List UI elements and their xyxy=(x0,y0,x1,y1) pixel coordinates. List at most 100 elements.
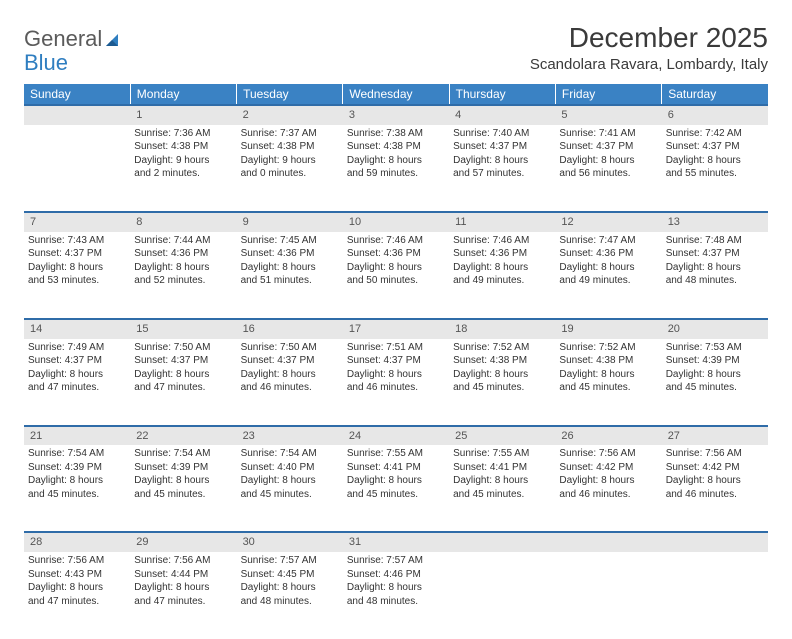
day-number: 15 xyxy=(130,319,236,339)
day-number-row: 123456 xyxy=(24,105,768,125)
day-cell: Sunrise: 7:56 AMSunset: 4:43 PMDaylight:… xyxy=(24,552,130,639)
sunrise-text: Sunrise: 7:47 AM xyxy=(559,234,657,248)
weekday-header: Saturday xyxy=(662,84,768,105)
day-cell: Sunrise: 7:53 AMSunset: 4:39 PMDaylight:… xyxy=(662,339,768,426)
day-cell: Sunrise: 7:43 AMSunset: 4:37 PMDaylight:… xyxy=(24,232,130,319)
day-number: 14 xyxy=(24,319,130,339)
day2-text: and 52 minutes. xyxy=(134,274,232,288)
day-number-row: 21222324252627 xyxy=(24,426,768,446)
day1-text: Daylight: 8 hours xyxy=(28,581,126,595)
day2-text: and 46 minutes. xyxy=(241,381,339,395)
day1-text: Daylight: 8 hours xyxy=(559,154,657,168)
day1-text: Daylight: 8 hours xyxy=(134,368,232,382)
sunset-text: Sunset: 4:45 PM xyxy=(241,568,339,582)
day1-text: Daylight: 8 hours xyxy=(241,368,339,382)
day2-text: and 45 minutes. xyxy=(666,381,764,395)
sunrise-text: Sunrise: 7:54 AM xyxy=(28,447,126,461)
sunrise-text: Sunrise: 7:57 AM xyxy=(347,554,445,568)
day2-text: and 45 minutes. xyxy=(28,488,126,502)
sunrise-text: Sunrise: 7:40 AM xyxy=(453,127,551,141)
sunrise-text: Sunrise: 7:43 AM xyxy=(28,234,126,248)
sunrise-text: Sunrise: 7:53 AM xyxy=(666,341,764,355)
sunrise-text: Sunrise: 7:37 AM xyxy=(241,127,339,141)
title-block: December 2025 Scandolara Ravara, Lombard… xyxy=(530,22,768,73)
day-cell: Sunrise: 7:44 AMSunset: 4:36 PMDaylight:… xyxy=(130,232,236,319)
day-cell: Sunrise: 7:57 AMSunset: 4:45 PMDaylight:… xyxy=(237,552,343,639)
day-number: 19 xyxy=(555,319,661,339)
day-cell: Sunrise: 7:42 AMSunset: 4:37 PMDaylight:… xyxy=(662,125,768,212)
day-number: 4 xyxy=(449,105,555,125)
day-number-row: 14151617181920 xyxy=(24,319,768,339)
sunset-text: Sunset: 4:39 PM xyxy=(666,354,764,368)
day-number: 2 xyxy=(237,105,343,125)
day-cell xyxy=(449,552,555,639)
day-number: 26 xyxy=(555,426,661,446)
sunset-text: Sunset: 4:36 PM xyxy=(453,247,551,261)
day-number: 31 xyxy=(343,532,449,552)
day1-text: Daylight: 8 hours xyxy=(453,261,551,275)
sunset-text: Sunset: 4:38 PM xyxy=(134,140,232,154)
day-number: 8 xyxy=(130,212,236,232)
day-number xyxy=(449,532,555,552)
day2-text: and 2 minutes. xyxy=(134,167,232,181)
day-cell: Sunrise: 7:46 AMSunset: 4:36 PMDaylight:… xyxy=(449,232,555,319)
sunset-text: Sunset: 4:41 PM xyxy=(453,461,551,475)
day-number-row: 28293031 xyxy=(24,532,768,552)
day1-text: Daylight: 8 hours xyxy=(666,261,764,275)
day1-text: Daylight: 8 hours xyxy=(347,368,445,382)
day-number: 7 xyxy=(24,212,130,232)
day-number: 17 xyxy=(343,319,449,339)
day-cell: Sunrise: 7:57 AMSunset: 4:46 PMDaylight:… xyxy=(343,552,449,639)
sunrise-text: Sunrise: 7:48 AM xyxy=(666,234,764,248)
calendar-table: Sunday Monday Tuesday Wednesday Thursday… xyxy=(24,84,768,639)
day1-text: Daylight: 8 hours xyxy=(347,261,445,275)
day-cell: Sunrise: 7:55 AMSunset: 4:41 PMDaylight:… xyxy=(449,445,555,532)
day-cell xyxy=(24,125,130,212)
day-number: 1 xyxy=(130,105,236,125)
day-number: 27 xyxy=(662,426,768,446)
day1-text: Daylight: 8 hours xyxy=(241,581,339,595)
day1-text: Daylight: 8 hours xyxy=(28,368,126,382)
location-label: Scandolara Ravara, Lombardy, Italy xyxy=(530,56,768,73)
sunset-text: Sunset: 4:38 PM xyxy=(241,140,339,154)
day2-text: and 45 minutes. xyxy=(241,488,339,502)
day-cell: Sunrise: 7:45 AMSunset: 4:36 PMDaylight:… xyxy=(237,232,343,319)
day1-text: Daylight: 8 hours xyxy=(666,474,764,488)
day-number: 22 xyxy=(130,426,236,446)
day-number-row: 78910111213 xyxy=(24,212,768,232)
sunset-text: Sunset: 4:42 PM xyxy=(559,461,657,475)
page-title: December 2025 xyxy=(530,22,768,54)
sunset-text: Sunset: 4:37 PM xyxy=(453,140,551,154)
day-number: 18 xyxy=(449,319,555,339)
logo-text: General Blue xyxy=(24,28,124,74)
day2-text: and 51 minutes. xyxy=(241,274,339,288)
sunrise-text: Sunrise: 7:52 AM xyxy=(559,341,657,355)
day-number: 30 xyxy=(237,532,343,552)
day-cell xyxy=(662,552,768,639)
sunset-text: Sunset: 4:37 PM xyxy=(241,354,339,368)
day2-text: and 46 minutes. xyxy=(559,488,657,502)
sunset-text: Sunset: 4:37 PM xyxy=(559,140,657,154)
sunrise-text: Sunrise: 7:46 AM xyxy=(347,234,445,248)
logo-word-1: General xyxy=(24,26,102,51)
day-cell: Sunrise: 7:46 AMSunset: 4:36 PMDaylight:… xyxy=(343,232,449,319)
sunrise-text: Sunrise: 7:56 AM xyxy=(666,447,764,461)
day-number: 9 xyxy=(237,212,343,232)
day2-text: and 45 minutes. xyxy=(559,381,657,395)
day-number: 12 xyxy=(555,212,661,232)
day1-text: Daylight: 8 hours xyxy=(347,581,445,595)
sunset-text: Sunset: 4:37 PM xyxy=(134,354,232,368)
sunrise-text: Sunrise: 7:36 AM xyxy=(134,127,232,141)
day-number: 28 xyxy=(24,532,130,552)
sunset-text: Sunset: 4:40 PM xyxy=(241,461,339,475)
day-cell: Sunrise: 7:56 AMSunset: 4:44 PMDaylight:… xyxy=(130,552,236,639)
day1-text: Daylight: 8 hours xyxy=(28,261,126,275)
weekday-header-row: Sunday Monday Tuesday Wednesday Thursday… xyxy=(24,84,768,105)
day2-text: and 49 minutes. xyxy=(559,274,657,288)
day-cell: Sunrise: 7:52 AMSunset: 4:38 PMDaylight:… xyxy=(555,339,661,426)
day-number: 6 xyxy=(662,105,768,125)
day2-text: and 50 minutes. xyxy=(347,274,445,288)
day-cell: Sunrise: 7:49 AMSunset: 4:37 PMDaylight:… xyxy=(24,339,130,426)
day2-text: and 48 minutes. xyxy=(666,274,764,288)
day-cell: Sunrise: 7:52 AMSunset: 4:38 PMDaylight:… xyxy=(449,339,555,426)
